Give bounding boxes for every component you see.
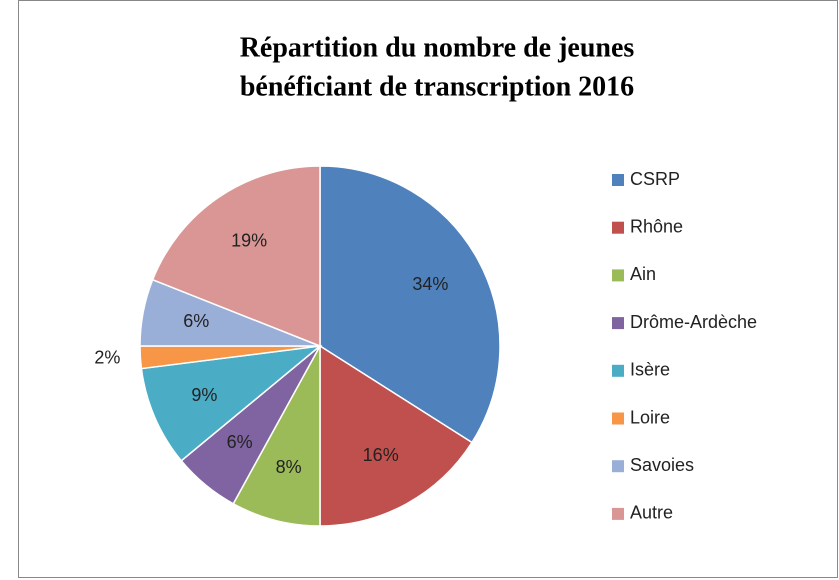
data-label: 19% (231, 231, 267, 251)
legend-swatch (612, 317, 624, 330)
legend-swatch (612, 221, 624, 234)
legend-swatch (612, 507, 624, 520)
data-label: 6% (183, 311, 209, 331)
chart-title: bénéficiant de transcription 2016 (240, 71, 634, 102)
legend-label: Autre (630, 503, 673, 523)
data-label: 16% (363, 445, 399, 465)
legend-label: Isère (630, 360, 670, 380)
legend-swatch (612, 269, 624, 282)
data-label: 9% (191, 385, 217, 405)
data-label: 34% (412, 274, 448, 294)
legend-swatch (612, 364, 624, 377)
legend-swatch (612, 460, 624, 473)
pie-slice (140, 344, 323, 462)
chart-title: Répartition du nombre de jeunes (240, 32, 635, 63)
legend-label: Savoies (630, 455, 694, 475)
legend-label: CSRP (630, 169, 680, 189)
data-label: 6% (227, 432, 253, 452)
pie-slice (151, 165, 321, 348)
pie-slice (319, 344, 474, 527)
legend-label: Rhône (630, 216, 683, 236)
legend-swatch (612, 174, 624, 186)
legend-label: Ain (630, 264, 656, 284)
legend-swatch (612, 412, 624, 425)
data-label: 8% (276, 457, 302, 477)
pie-slice (232, 345, 321, 527)
legend-label: Drôme-Ardèche (630, 312, 757, 332)
data-label: 2% (94, 347, 120, 367)
pie-slice (319, 165, 501, 444)
legend-label: Loire (630, 407, 670, 427)
